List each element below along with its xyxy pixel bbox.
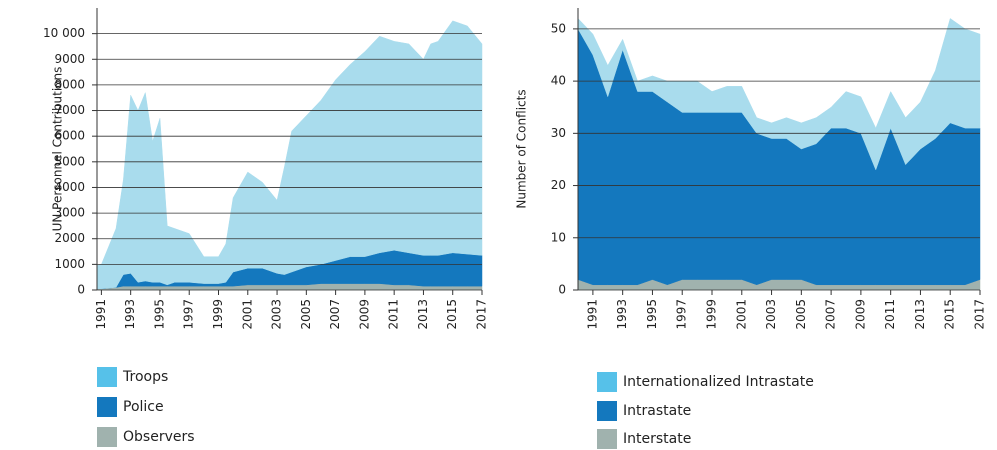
- x-tick-label: 1999: [211, 299, 225, 330]
- y-tick-label: 40: [551, 74, 566, 88]
- x-tick-label: 2015: [445, 299, 459, 330]
- legend-label: Police: [123, 399, 164, 415]
- y-tick-label: 5000: [54, 154, 85, 168]
- x-tick-label: 2011: [387, 299, 401, 330]
- x-tick-label: 1993: [615, 299, 629, 330]
- x-tick-label: 1999: [705, 299, 719, 330]
- x-tick-label: 2011: [883, 299, 897, 330]
- y-tick-label: 20: [551, 178, 566, 192]
- x-tick-label: 2005: [794, 299, 808, 330]
- legend-label: Troops: [122, 369, 168, 385]
- y-tick-label: 4000: [54, 180, 85, 194]
- legend-swatch: [597, 401, 617, 421]
- x-tick-label: 1995: [152, 299, 166, 330]
- legend-swatch: [97, 367, 117, 387]
- legend-swatch: [597, 372, 617, 392]
- x-tick-label: 2015: [943, 299, 957, 330]
- x-tick-label: 1991: [94, 299, 108, 330]
- x-tick-label: 2001: [240, 299, 254, 330]
- x-tick-label: 1991: [585, 299, 599, 330]
- y-tick-label: 10: [551, 230, 566, 244]
- area: [577, 17, 981, 171]
- x-tick-label: 2007: [328, 299, 342, 330]
- x-tick-label: 2007: [824, 299, 838, 330]
- legend-label: Interstate: [623, 431, 691, 447]
- x-tick-label: 2013: [416, 299, 430, 330]
- x-tick-label: 2017: [973, 299, 987, 330]
- y-tick-label: 0: [558, 283, 566, 297]
- y-tick-label: 30: [551, 126, 566, 140]
- y-axis-label: Number of Conflicts: [515, 89, 529, 208]
- area: [96, 20, 483, 289]
- legend-label: Internationalized Intrastate: [623, 374, 814, 390]
- x-tick-label: 2003: [764, 299, 778, 330]
- area: [577, 27, 981, 286]
- legend-label: Intrastate: [623, 403, 691, 419]
- legend-swatch: [97, 427, 117, 447]
- x-tick-label: 1997: [675, 299, 689, 330]
- y-tick-label: 1000: [54, 257, 85, 271]
- x-tick-label: 1995: [645, 299, 659, 330]
- y-tick-label: 0: [77, 283, 85, 297]
- x-tick-label: 2009: [357, 299, 371, 330]
- y-tick-label: 6000: [54, 129, 85, 143]
- y-tick-label: 8000: [54, 77, 85, 91]
- y-tick-label: 2000: [54, 231, 85, 245]
- y-axis-label: UN Personnel Contributions: [51, 67, 65, 232]
- x-tick-label: 2005: [299, 299, 313, 330]
- y-tick-label: 50: [551, 21, 566, 35]
- y-tick-label: 10 000: [43, 26, 85, 40]
- y-tick-label: 7000: [54, 103, 85, 117]
- x-tick-label: 2009: [853, 299, 867, 330]
- x-tick-label: 1993: [123, 299, 137, 330]
- x-tick-label: 1997: [182, 299, 196, 330]
- x-tick-label: 2003: [270, 299, 284, 330]
- legend-swatch: [97, 397, 117, 417]
- legend-label: Observers: [123, 429, 195, 445]
- legend-swatch: [597, 429, 617, 449]
- y-tick-label: 9000: [54, 52, 85, 66]
- y-tick-label: 3000: [54, 206, 85, 220]
- x-tick-label: 2001: [734, 299, 748, 330]
- x-tick-label: 2017: [475, 299, 489, 330]
- x-tick-label: 2013: [913, 299, 927, 330]
